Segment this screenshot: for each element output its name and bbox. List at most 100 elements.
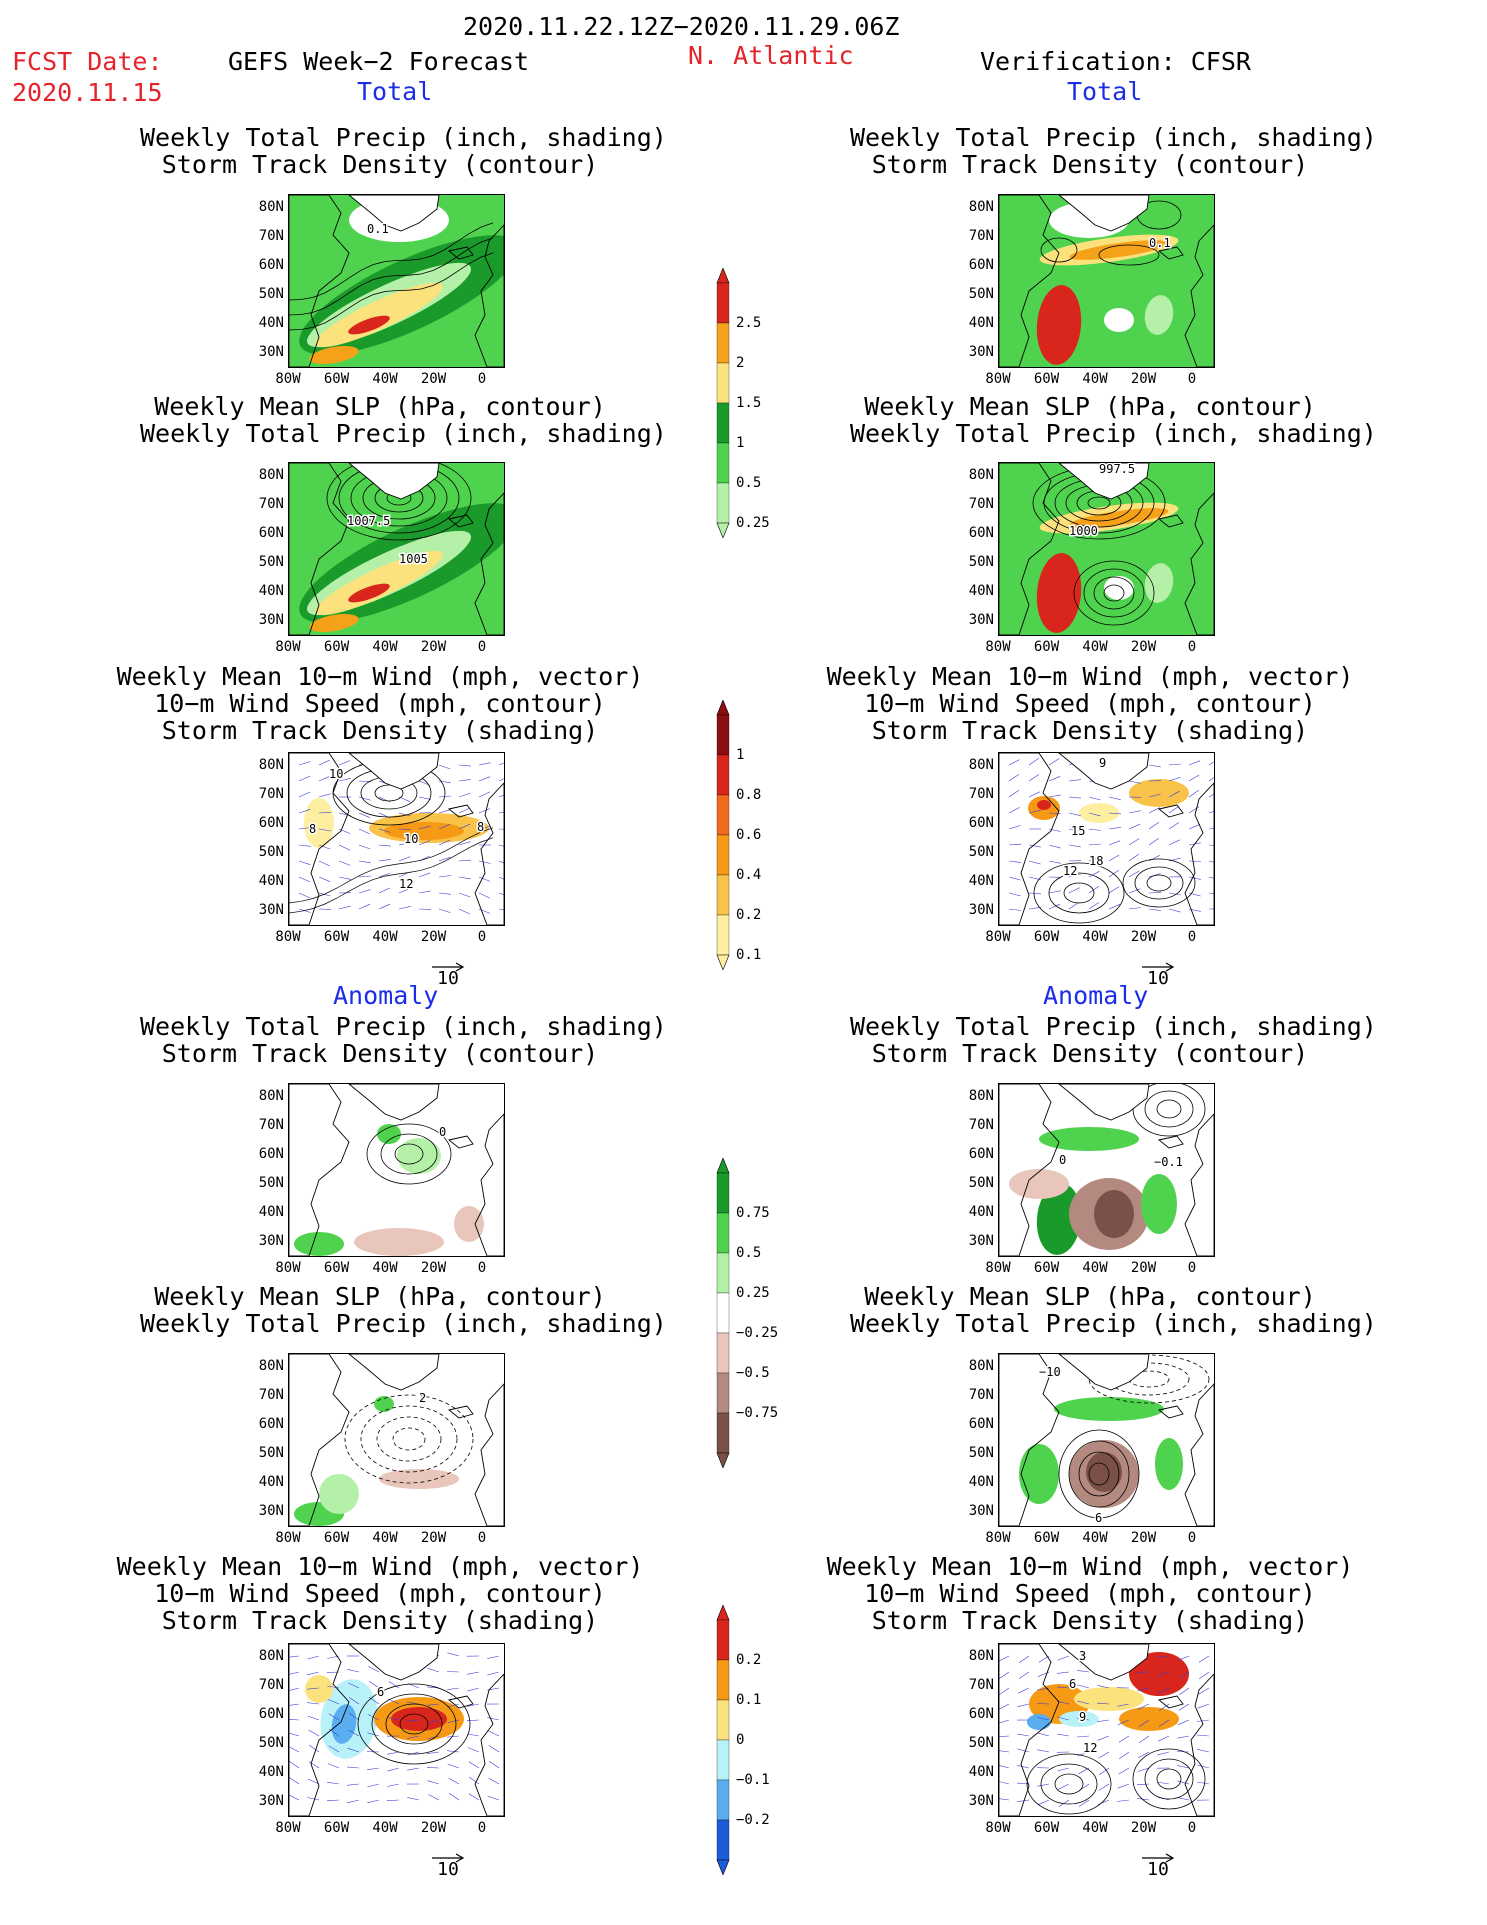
wind-vector (358, 903, 371, 910)
wind-vector (338, 828, 351, 834)
contour-line (357, 1683, 471, 1765)
lat-tick-label: 30N (968, 344, 994, 360)
title-line: Storm Track Density (shading) (161, 1606, 599, 1635)
vector-scale-label: 10 (1147, 1859, 1169, 1880)
shading-region (1036, 1183, 1082, 1255)
wind-vector (318, 759, 331, 766)
wind-vector (458, 892, 471, 898)
wind-vector (1008, 908, 1021, 911)
wind-vector (347, 1669, 360, 1673)
title-l6: Weekly Mean 10−m Wind (mph, vector) 10−m … (110, 1553, 650, 1634)
wind-vector (368, 1714, 380, 1721)
wind-vector (1057, 1686, 1070, 1689)
wind-vector (1177, 1735, 1190, 1739)
europe-africa-coastline (474, 1383, 504, 1526)
colorbar-label: −0.25 (736, 1325, 779, 1341)
colorbar-label: 0.2 (736, 1652, 762, 1668)
wind-vector (1168, 839, 1180, 846)
map-forecast-wind-track-anomaly: 6 (288, 1643, 505, 1817)
lat-tick-label: 40N (258, 315, 284, 331)
wind-vector (1098, 1783, 1110, 1791)
wind-vector (1108, 840, 1121, 846)
colorbar-swatch (716, 1172, 730, 1214)
map-canvas: 0 −0.1 (999, 1084, 1214, 1256)
wind-vector (487, 1730, 500, 1737)
wind-vector (358, 860, 371, 864)
colorbar-swatch (716, 874, 730, 916)
title-line: Weekly Total Precip (inch, shading) (140, 1309, 667, 1338)
wind-vector (1148, 822, 1160, 830)
wind-vector (289, 1760, 300, 1769)
shading-region (1144, 295, 1174, 335)
wind-vector (1017, 1703, 1030, 1708)
title-line: Weekly Total Precip (inch, shading) (850, 123, 1377, 152)
wind-vector (1117, 1703, 1130, 1707)
lon-tick-label: 20W (420, 1820, 447, 1836)
contour-line (1040, 1763, 1098, 1805)
contour-label: 0.1 (1149, 236, 1171, 250)
wind-vector (298, 860, 311, 865)
colorbar-precip-total (716, 268, 730, 538)
arrow-head (1165, 962, 1175, 972)
wind-vector (1196, 1734, 1210, 1737)
colorbar-swatch (716, 362, 730, 404)
lon-tick-label: 60W (1033, 1530, 1060, 1546)
wind-vector (1188, 876, 1201, 880)
wind-vector (1048, 860, 1061, 864)
iceland-coastline (447, 1135, 474, 1149)
wind-vector (307, 1778, 320, 1785)
iceland-coastline (1157, 804, 1184, 818)
map-canvas: 0 (289, 1084, 504, 1256)
wind-vector (1008, 876, 1021, 881)
wind-vector (289, 1794, 300, 1801)
wind-vector (438, 856, 451, 862)
colorbar-swatch (716, 1252, 730, 1294)
contour-line (289, 252, 494, 331)
lon-tick-label: 40W (1082, 1260, 1108, 1276)
title-l3: Weekly Mean 10−m Wind (mph, vector) 10−m … (110, 663, 650, 744)
wind-vector (387, 1717, 400, 1721)
wind-vector (1168, 822, 1180, 830)
lat-tick-label: 70N (968, 786, 994, 802)
lon-tick-label: 0 (477, 639, 487, 655)
wind-vector (418, 890, 431, 894)
shading-region (304, 798, 334, 848)
lat-tick-label: 40N (258, 1204, 284, 1220)
lon-tick-label: 60W (323, 1530, 350, 1546)
iceland-coastline (447, 246, 474, 260)
colorbar-label: −0.2 (736, 1812, 770, 1828)
lon-tick-label: 20W (420, 929, 447, 945)
wind-vector (467, 1687, 480, 1692)
wind-vector (1028, 774, 1040, 782)
lon-tick-label: 40W (372, 639, 398, 655)
wind-vector (498, 892, 504, 896)
wind-vector (498, 762, 504, 766)
wind-vector (338, 760, 351, 766)
lat-tick-label: 60N (968, 815, 994, 831)
wind-vector (1008, 774, 1020, 782)
wind-vector (1208, 828, 1214, 830)
lat-tick-label: 80N (968, 1358, 994, 1374)
wind-vector (1198, 1655, 1210, 1663)
map-forecast-precip-track-anomaly: 0 (288, 1083, 505, 1257)
contour-line (1098, 244, 1160, 266)
lat-tick-label: 30N (258, 1503, 284, 1519)
greenland-coastline (348, 1084, 440, 1121)
colorbar-bottom-triangle (716, 522, 730, 538)
wind-vector (1168, 892, 1181, 896)
colorbar-swatch (716, 1659, 730, 1701)
wind-vector (318, 828, 331, 832)
colorbar-swatch (716, 1332, 730, 1374)
wind-vector (1208, 844, 1214, 846)
wind-vector (367, 1732, 380, 1737)
shading-region (1119, 1707, 1179, 1731)
lat-tick-label: 40N (968, 1474, 994, 1490)
wind-vector (347, 1747, 360, 1753)
wind-vector (1077, 1700, 1090, 1705)
lat-tick-label: 80N (968, 757, 994, 773)
lat-tick-label: 50N (258, 844, 284, 860)
lon-tick-label: 40W (1082, 639, 1108, 655)
title-l2: Weekly Mean SLP (hPa, contour) Weekly Tot… (140, 393, 667, 447)
contour-label: 12 (399, 877, 413, 891)
title-line: Weekly Total Precip (inch, shading) (140, 1012, 667, 1041)
